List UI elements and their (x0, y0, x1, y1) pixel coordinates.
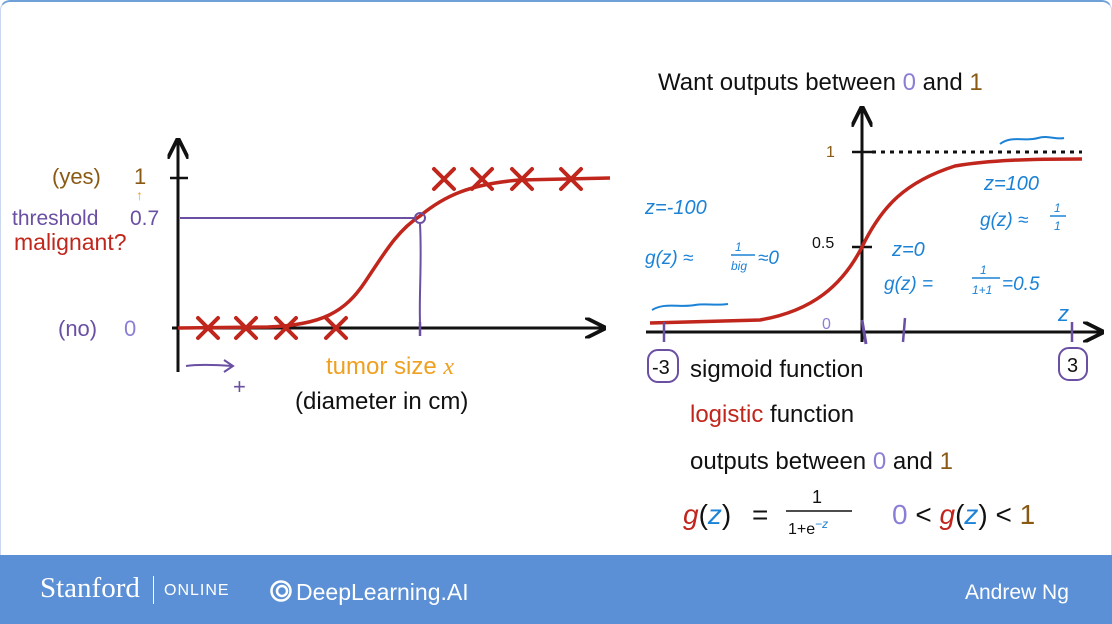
want-outputs-title: Want outputs between 0 and 1 (658, 69, 983, 96)
x-axis-label: tumor size x (326, 353, 454, 380)
svg-text:0 < g(z) < 1: 0 < g(z) < 1 (892, 499, 1035, 530)
left-sigmoid-curve (177, 176, 611, 330)
x-tick-mark (860, 319, 868, 345)
output-range-inequality: 0 < g(z) < 1 (892, 499, 1035, 530)
left-tail-squiggle (651, 303, 729, 311)
right-sigmoid-curve (649, 157, 1083, 325)
logo-divider (153, 576, 154, 604)
direction-plus: + (233, 374, 246, 399)
note-g-pos-prefix: g(z) ≈ (980, 210, 1029, 231)
note-g-zero-suffix: =0.5 (1002, 274, 1040, 295)
stanford-logo-text: Stanford (40, 572, 140, 604)
note-g-neg-num: 1 (735, 240, 742, 254)
threshold-value: 0.7 (130, 207, 159, 230)
y-no-value: 0 (124, 316, 136, 341)
sigmoid-function-label: sigmoid function (690, 356, 863, 383)
sigmoid-formula: g(z) = 1 1+e−z (683, 487, 852, 538)
data-markers (196, 167, 583, 340)
x-tick-mark (901, 317, 907, 343)
left-bound-box (647, 349, 679, 383)
right-bound-label: 3 (1067, 355, 1078, 377)
direction-arrow (185, 359, 235, 373)
note-g-neg-prefix: g(z) ≈ (645, 248, 694, 269)
x-marker (470, 167, 494, 191)
handwritten-notes: z=-100 g(z) ≈ 1 big ≈0 z=0 g(z) = 1 1+1 … (644, 173, 1066, 297)
right-tail-squiggle (999, 136, 1065, 145)
formula-lhs: g(z) (683, 499, 731, 530)
footer-bar: Stanford ONLINE DeepLearning.AI Andrew N… (0, 555, 1112, 624)
note-g-zero-num: 1 (980, 263, 987, 277)
deeplearning-text: DeepLearning.AI (296, 579, 469, 605)
left-bound-label: -3 (652, 357, 670, 379)
note-z-zero: z=0 (891, 239, 925, 261)
x-marker (324, 316, 348, 340)
slide-figure: (yes) 1 ↑ threshold 0.7 malignant? (no) … (12, 69, 1112, 538)
malignant-label: malignant? (14, 229, 127, 255)
right-bound-box (1058, 347, 1088, 381)
y-yes-prefix: (yes) (52, 164, 101, 189)
note-g-pos-num: 1 (1054, 201, 1061, 215)
x-marker (196, 316, 220, 340)
note-g-zero-prefix: g(z) = (884, 274, 933, 295)
x-marker (274, 316, 298, 340)
author-name: Andrew Ng (965, 581, 1069, 604)
x-tick-zero-label: 0 (822, 316, 831, 333)
note-z-neg: z=-100 (644, 197, 707, 219)
slide (0, 0, 1112, 555)
threshold-label: threshold (12, 207, 98, 230)
note-g-neg-den: big (731, 259, 747, 273)
logistic-function-label: logistic function (690, 401, 854, 428)
note-g-zero-den: 1+1 (972, 283, 992, 297)
outputs-between-label: outputs between 0 and 1 (690, 448, 953, 475)
deeplearning-logo-icon (270, 580, 292, 602)
x-marker (510, 167, 534, 191)
note-g-pos-den: 1 (1054, 219, 1061, 233)
x-marker (234, 316, 258, 340)
threshold-drop-line (418, 223, 422, 323)
formula-numerator: 1 (812, 487, 822, 507)
note-g-neg-suffix: ≈0 (758, 248, 779, 269)
y-no-prefix: (no) (58, 316, 97, 341)
x-axis-sublabel: (diameter in cm) (295, 388, 468, 415)
formula-denominator: 1+e−z (788, 517, 828, 538)
x-axis-z: z (1057, 301, 1069, 326)
x-marker (432, 167, 456, 191)
y-tick-one-label: 1 (826, 144, 835, 161)
x-marker (559, 167, 583, 191)
y-tick-half-label: 0.5 (812, 235, 834, 252)
y-yes-value: 1 (134, 164, 146, 189)
formula-eq: = (752, 499, 768, 530)
yes-up-arrow: ↑ (136, 187, 143, 203)
online-text: ONLINE (164, 582, 230, 599)
note-z-pos: z=100 (983, 173, 1039, 195)
threshold-point (414, 212, 426, 224)
